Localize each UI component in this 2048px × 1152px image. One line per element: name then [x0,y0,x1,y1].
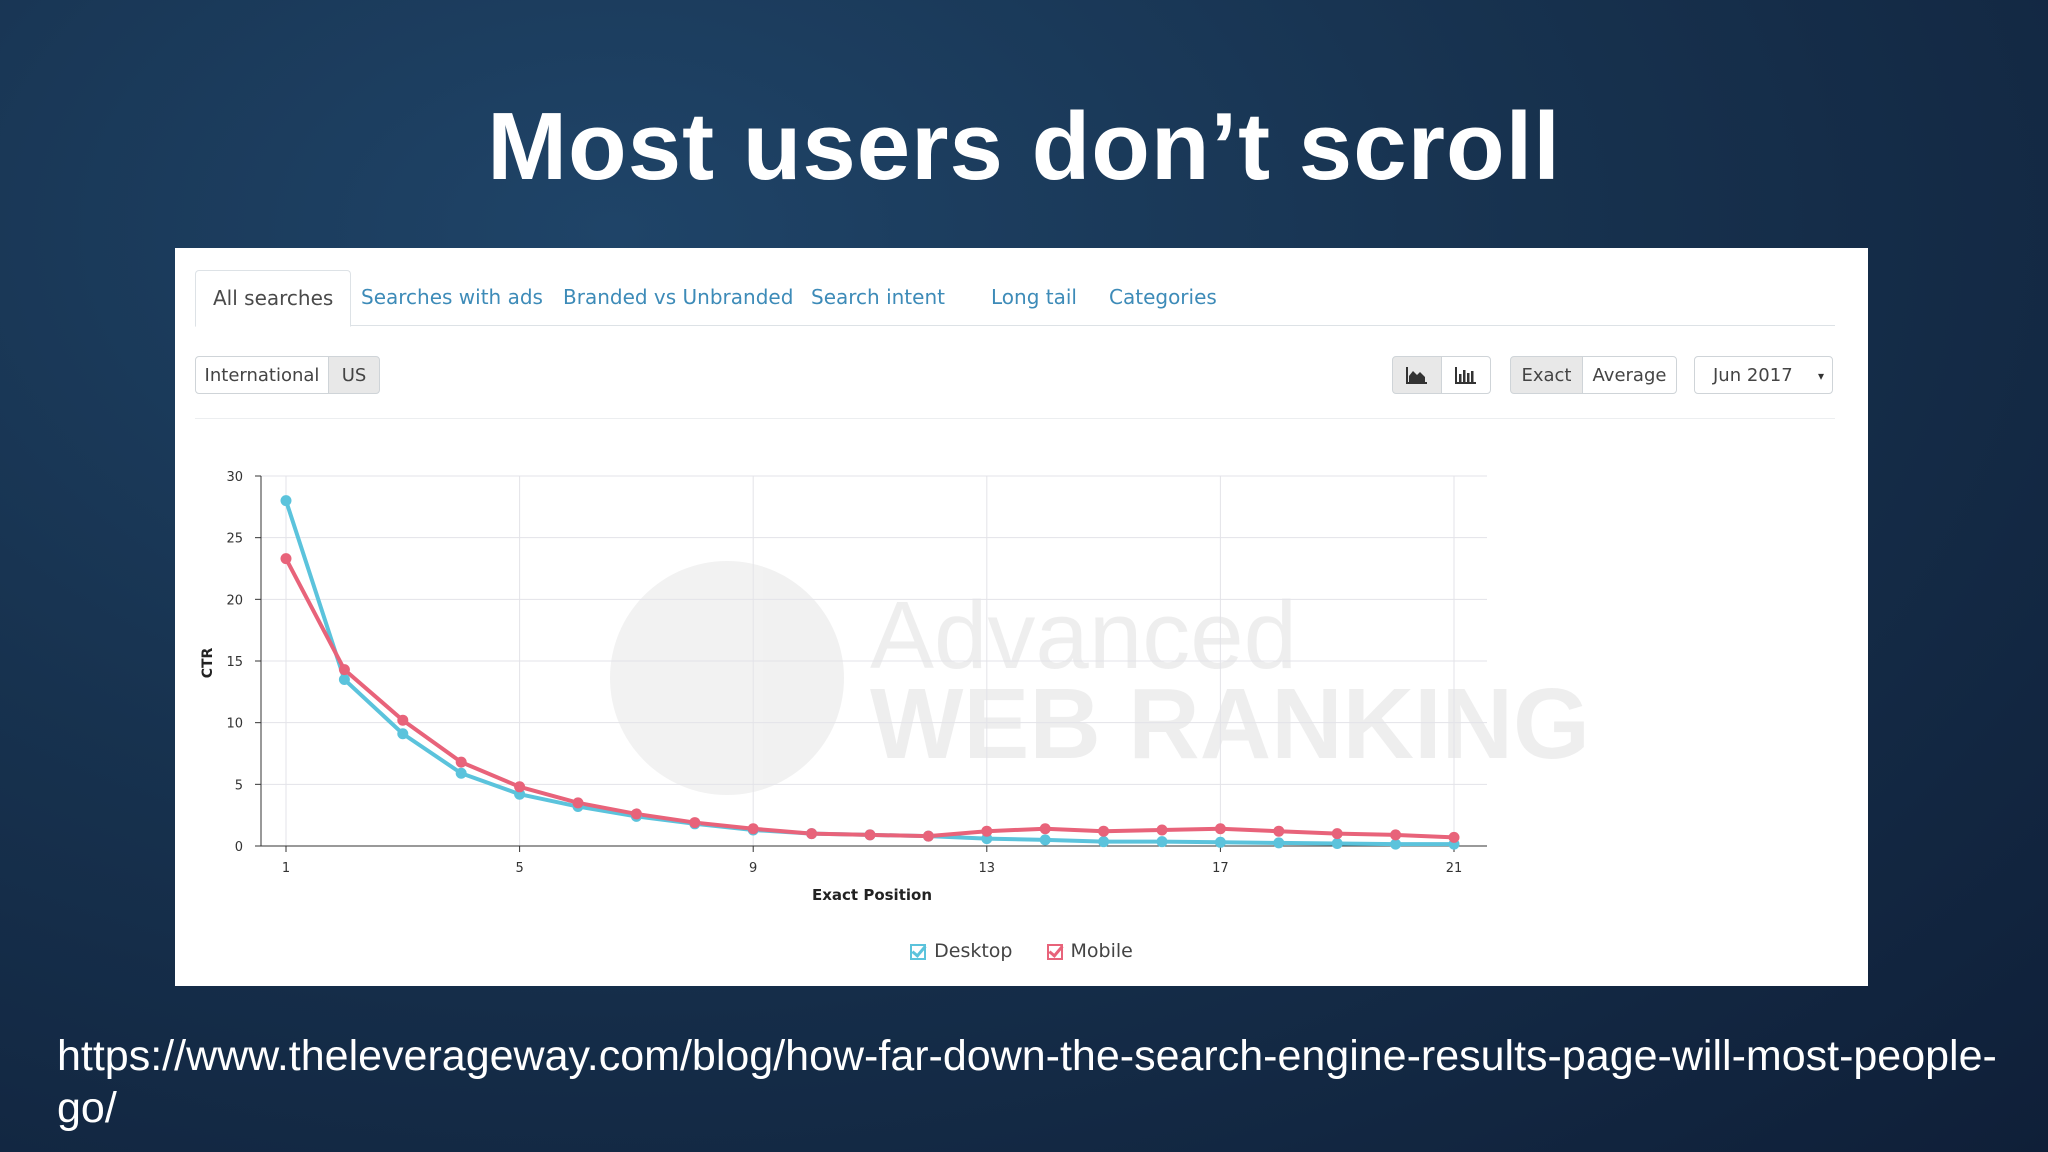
toolbar-divider [195,418,1835,419]
ctr-panel: All searches Searches with ads Branded v… [175,248,1868,986]
date-select[interactable]: Jun 2017 ▾ [1694,356,1833,394]
data-point-mobile [1156,824,1168,836]
chart-legend: Desktop Mobile [175,940,1868,962]
data-point-desktop [1156,836,1168,848]
bar-chart-icon [1455,367,1476,384]
tab-branded-vs-unbranded[interactable]: Branded vs Unbranded [563,285,794,309]
date-select-value: Jun 2017 [1713,365,1793,386]
data-point-mobile [806,828,818,840]
region-international-button[interactable]: International [195,356,329,394]
data-point-mobile [689,817,701,829]
data-point-mobile [630,808,642,820]
area-chart-icon [1406,367,1427,384]
average-button[interactable]: Average [1582,356,1677,394]
data-point-mobile [981,825,993,837]
legend-desktop-label: Desktop [934,940,1013,962]
chart-series [280,495,1460,850]
tab-search-intent[interactable]: Search intent [811,285,945,309]
source-url[interactable]: https://www.theleverageway.com/blog/how-… [57,1032,1997,1132]
data-point-desktop [397,728,409,740]
legend-mobile-label: Mobile [1070,940,1133,962]
y-tick-label: 5 [235,778,243,793]
data-point-mobile [1273,825,1285,837]
slide-title: Most users don’t scroll [487,93,1561,200]
checkbox-checked-icon [1046,944,1063,960]
data-point-desktop [1273,837,1285,849]
chevron-down-icon: ▾ [1817,369,1824,383]
chart-grid [261,475,1487,847]
data-point-mobile [1039,823,1051,835]
x-tick-label: 13 [979,861,996,876]
legend-mobile[interactable]: Mobile [1046,940,1133,962]
bar-chart-button[interactable] [1441,356,1491,394]
data-point-mobile [747,823,759,835]
data-point-desktop [1390,838,1402,850]
x-axis-label: Exact Position [812,886,932,904]
tab-searches-with-ads[interactable]: Searches with ads [361,285,543,309]
data-point-mobile [1331,828,1343,840]
region-us-button[interactable]: US [328,356,380,394]
data-point-mobile [572,797,584,809]
y-tick-label: 20 [226,593,243,608]
y-axis-label: CTR [200,647,216,678]
data-point-desktop [1331,838,1343,850]
x-tick-label: 17 [1212,861,1229,876]
y-tick-label: 15 [226,655,243,670]
data-point-desktop [1039,834,1051,846]
area-chart-button[interactable] [1392,356,1442,394]
data-point-mobile [864,829,876,841]
data-point-mobile [280,553,292,565]
x-tick-label: 21 [1446,861,1463,876]
globe-watermark-icon [610,561,844,795]
x-tick-label: 5 [515,861,523,876]
tab-bar: All searches Searches with ads Branded v… [195,270,1835,327]
y-tick-label: 0 [235,840,243,855]
tab-long-tail[interactable]: Long tail [991,285,1077,309]
watermark-line2: WEB RANKING [870,668,1590,780]
data-point-mobile [338,664,350,676]
tab-all-searches[interactable]: All searches [195,270,352,327]
x-tick-label: 9 [749,861,757,876]
tab-categories[interactable]: Categories [1109,285,1217,309]
data-point-desktop [280,495,292,507]
y-tick-label: 10 [226,717,243,732]
data-point-mobile [514,781,526,793]
data-point-mobile [455,756,467,768]
data-point-desktop [455,767,467,779]
data-point-mobile [1390,829,1402,841]
legend-desktop[interactable]: Desktop [910,940,1012,962]
y-tick-label: 25 [226,532,243,547]
data-point-mobile [1448,831,1460,843]
x-tick-label: 1 [282,861,290,876]
data-point-mobile [397,714,409,726]
data-point-desktop [1098,836,1110,848]
checkbox-checked-icon [910,944,927,960]
data-point-desktop [338,674,350,685]
data-point-desktop [1214,836,1226,848]
data-point-mobile [922,830,934,842]
y-tick-label: 30 [226,470,243,485]
data-point-mobile [1214,823,1226,835]
data-point-mobile [1098,825,1110,837]
exact-button[interactable]: Exact [1510,356,1583,394]
watermark: Advanced WEB RANKING [610,561,1590,795]
